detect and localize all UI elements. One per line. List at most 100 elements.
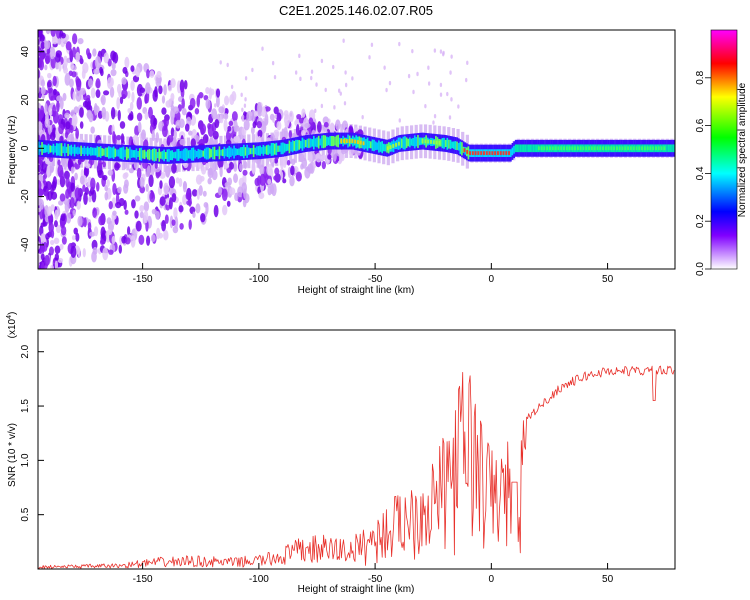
spectrogram-ridge-core: [109, 146, 112, 159]
spectrogram-noise-blob: [135, 220, 142, 232]
spectrogram-noise-blob: [315, 152, 322, 163]
spectrogram-noise-blob: [146, 68, 150, 79]
spectrogram-ridge-core: [85, 147, 87, 155]
spectrogram-ridge-core: [260, 147, 263, 154]
spectrogram-hot-segment: [421, 139, 424, 143]
spectrogram-noise-blob: [185, 191, 191, 201]
spectrogram-ridge-core: [620, 144, 623, 153]
spectrogram-noise-blob: [259, 173, 266, 186]
spectrogram-noise-blob: [174, 216, 179, 229]
spectrogram-noise-blob: [398, 41, 401, 47]
spectrogram-ridge-core: [75, 147, 78, 154]
spectrogram-noise-blob: [281, 128, 285, 139]
spectrogram-ridge-core: [459, 141, 462, 154]
spectrogram-noise-blob: [304, 122, 311, 129]
spectrogram-ridge-core: [142, 150, 144, 159]
spectrogram-noise-blob: [301, 108, 306, 118]
spectrogram-ridge-core: [137, 151, 140, 158]
spectrogram-ridge-core: [52, 143, 55, 155]
spectrogram-noise-blob: [272, 118, 275, 123]
spectrogram-noise-blob: [179, 138, 186, 146]
spectrogram-noise-blob: [87, 78, 94, 88]
spectrogram-noise-blob: [39, 34, 45, 42]
spectrogram-noise-blob: [321, 161, 326, 170]
spectrogram-hot-segment: [480, 151, 483, 156]
spectrogram-noise-blob: [266, 164, 273, 176]
spectrogram-noise-blob: [75, 51, 80, 63]
spectrogram-noise-blob: [243, 103, 247, 108]
spectrogram-noise-blob: [41, 261, 45, 269]
snr-x-ticks: -150 -100 -50 0 50: [133, 563, 614, 585]
spectrogram-ridge-core: [470, 149, 473, 157]
spectrogram-noise-blob: [201, 166, 207, 175]
spectrogram-ridge-core: [280, 142, 283, 155]
spectrogram-noise-blob: [134, 210, 139, 219]
spectrogram-noise-blob: [56, 95, 63, 102]
spectrogram-ridge-core: [151, 149, 154, 161]
spectrogram-ridge-core: [278, 145, 281, 152]
spectrogram-noise-blob: [143, 210, 149, 224]
spectrogram-ridge-core: [326, 136, 328, 147]
spectrogram-noise-blob: [111, 61, 116, 70]
snr-y-ticks: 0.5 1.0 1.5 2.0: [20, 344, 44, 522]
spectrogram-noise-blob: [75, 91, 82, 102]
spectrogram-hot-segment: [435, 140, 438, 145]
spectrogram-hot-segment: [427, 139, 430, 144]
spectrogram-ridge-core: [234, 148, 237, 156]
spectrogram-noise-blob: [50, 131, 56, 141]
spectrogram-noise-blob: [167, 134, 174, 143]
spectrogram-ridge-core: [205, 147, 208, 160]
spectrogram-ridge-core: [104, 147, 107, 157]
spectrogram-ridge-core: [140, 147, 143, 161]
spectrogram-noise-blob: [65, 188, 70, 199]
spectrogram-noise-blob: [45, 233, 50, 240]
spectrogram-noise-blob: [260, 121, 267, 134]
spectrogram-noise-blob: [82, 248, 86, 258]
spectrogram-ridge-core: [322, 135, 325, 149]
spectrogram-noise-blob: [223, 163, 230, 169]
spectrogram-noise-blob: [70, 182, 76, 192]
spectrogram-ridge-core: [407, 138, 410, 147]
spectrogram-noise-blob: [171, 219, 176, 226]
spectrogram-noise-blob: [127, 114, 134, 121]
x-tick-label: 0: [489, 574, 495, 585]
spectrogram-noise-blob: [282, 178, 287, 184]
spectrogram-noise-blob: [433, 48, 437, 53]
spectrogram-noise-blob: [324, 87, 327, 93]
spectrogram-noise-blob: [63, 55, 68, 68]
y-tick-label: 0.5: [20, 507, 31, 521]
spectrogram-noise-blob: [47, 72, 52, 79]
spectrogram-noise-blob: [139, 211, 144, 219]
spectrogram-noise-blob: [72, 46, 77, 58]
spectrogram-noise-blob: [314, 108, 317, 114]
spectrogram-ridge-core: [368, 140, 371, 149]
spectrogram-ridge-core: [277, 145, 280, 152]
spectrogram-ridge-core: [272, 142, 275, 156]
spectrogram-noise-blob: [139, 204, 145, 213]
spectrogram-noise-blob: [161, 219, 167, 232]
spectrogram-noise-blob: [416, 71, 419, 77]
spectrogram-noise-blob: [71, 235, 76, 241]
spectrogram-noise-blob: [207, 177, 212, 185]
spectrogram-noise-blob: [298, 53, 301, 59]
spectrogram-noise-blob: [91, 250, 97, 263]
spectrogram-hot-segment: [557, 146, 560, 151]
spectrogram-ridge-core: [62, 146, 65, 154]
spectrogram-ridge-core: [67, 144, 70, 157]
spectrogram-noise-blob: [335, 121, 338, 127]
spectrogram-noise-blob: [118, 244, 122, 254]
spectrogram-noise-blob: [229, 94, 235, 106]
spectrogram-noise-blob: [111, 235, 116, 245]
spectrogram-noise-blob: [439, 92, 443, 97]
spectrogram-noise-blob: [109, 86, 115, 98]
spectrogram-ridge-core: [264, 146, 267, 154]
spectrogram-noise-blob: [136, 112, 143, 122]
spectrogram-noise-blob: [205, 87, 210, 95]
spectrogram-noise-blob: [333, 105, 336, 110]
spectrogram-noise-blob: [72, 91, 76, 101]
spectrogram-noise-blob: [53, 220, 58, 228]
spectrogram-noise-blob: [130, 80, 135, 92]
spectrogram-hot-segment: [554, 146, 557, 151]
spectrogram-hot-segment: [499, 151, 502, 156]
